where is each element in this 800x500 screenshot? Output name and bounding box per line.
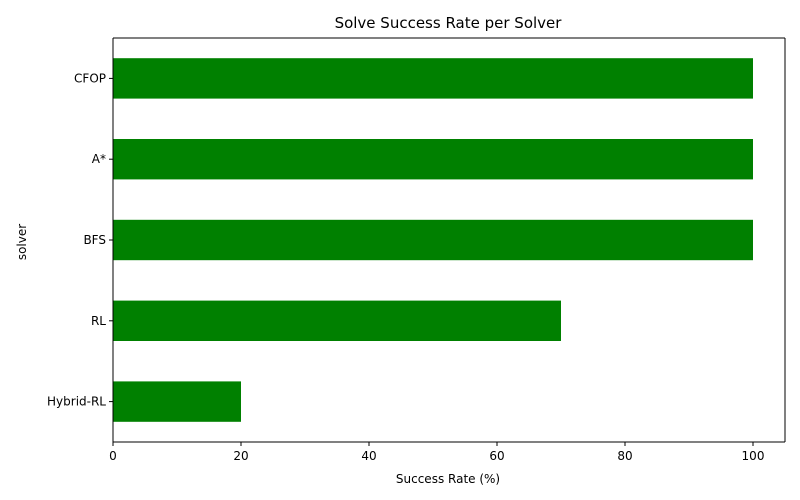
x-axis-ticks: 0 20 40 60 80 100 [109, 442, 764, 463]
bar-hybrid-rl [113, 381, 241, 422]
chart-title: Solve Success Rate per Solver [335, 14, 563, 32]
y-tick-label: BFS [83, 233, 106, 247]
y-tick-label: A* [92, 152, 106, 166]
x-axis-label: Success Rate (%) [396, 472, 500, 486]
x-tick-label: 60 [489, 449, 504, 463]
axes-frame [112, 37, 786, 443]
bar-cfop [113, 58, 753, 99]
x-tick-label: 20 [233, 449, 248, 463]
bar-a- [113, 139, 753, 180]
y-axis-ticks: Hybrid-RL RL BFS A* CFOP [47, 71, 113, 409]
x-tick-label: 0 [109, 449, 117, 463]
y-tick-label: RL [91, 314, 106, 328]
y-tick-label: Hybrid-RL [47, 395, 106, 409]
x-tick-label: 40 [361, 449, 376, 463]
bar-bfs [113, 219, 753, 261]
y-tick-label: CFOP [74, 71, 106, 85]
bar-rl [113, 300, 561, 341]
x-tick-label: 80 [617, 449, 632, 463]
x-tick-label: 100 [742, 449, 765, 463]
y-axis-label: solver [15, 224, 29, 260]
bars-group [113, 58, 753, 422]
